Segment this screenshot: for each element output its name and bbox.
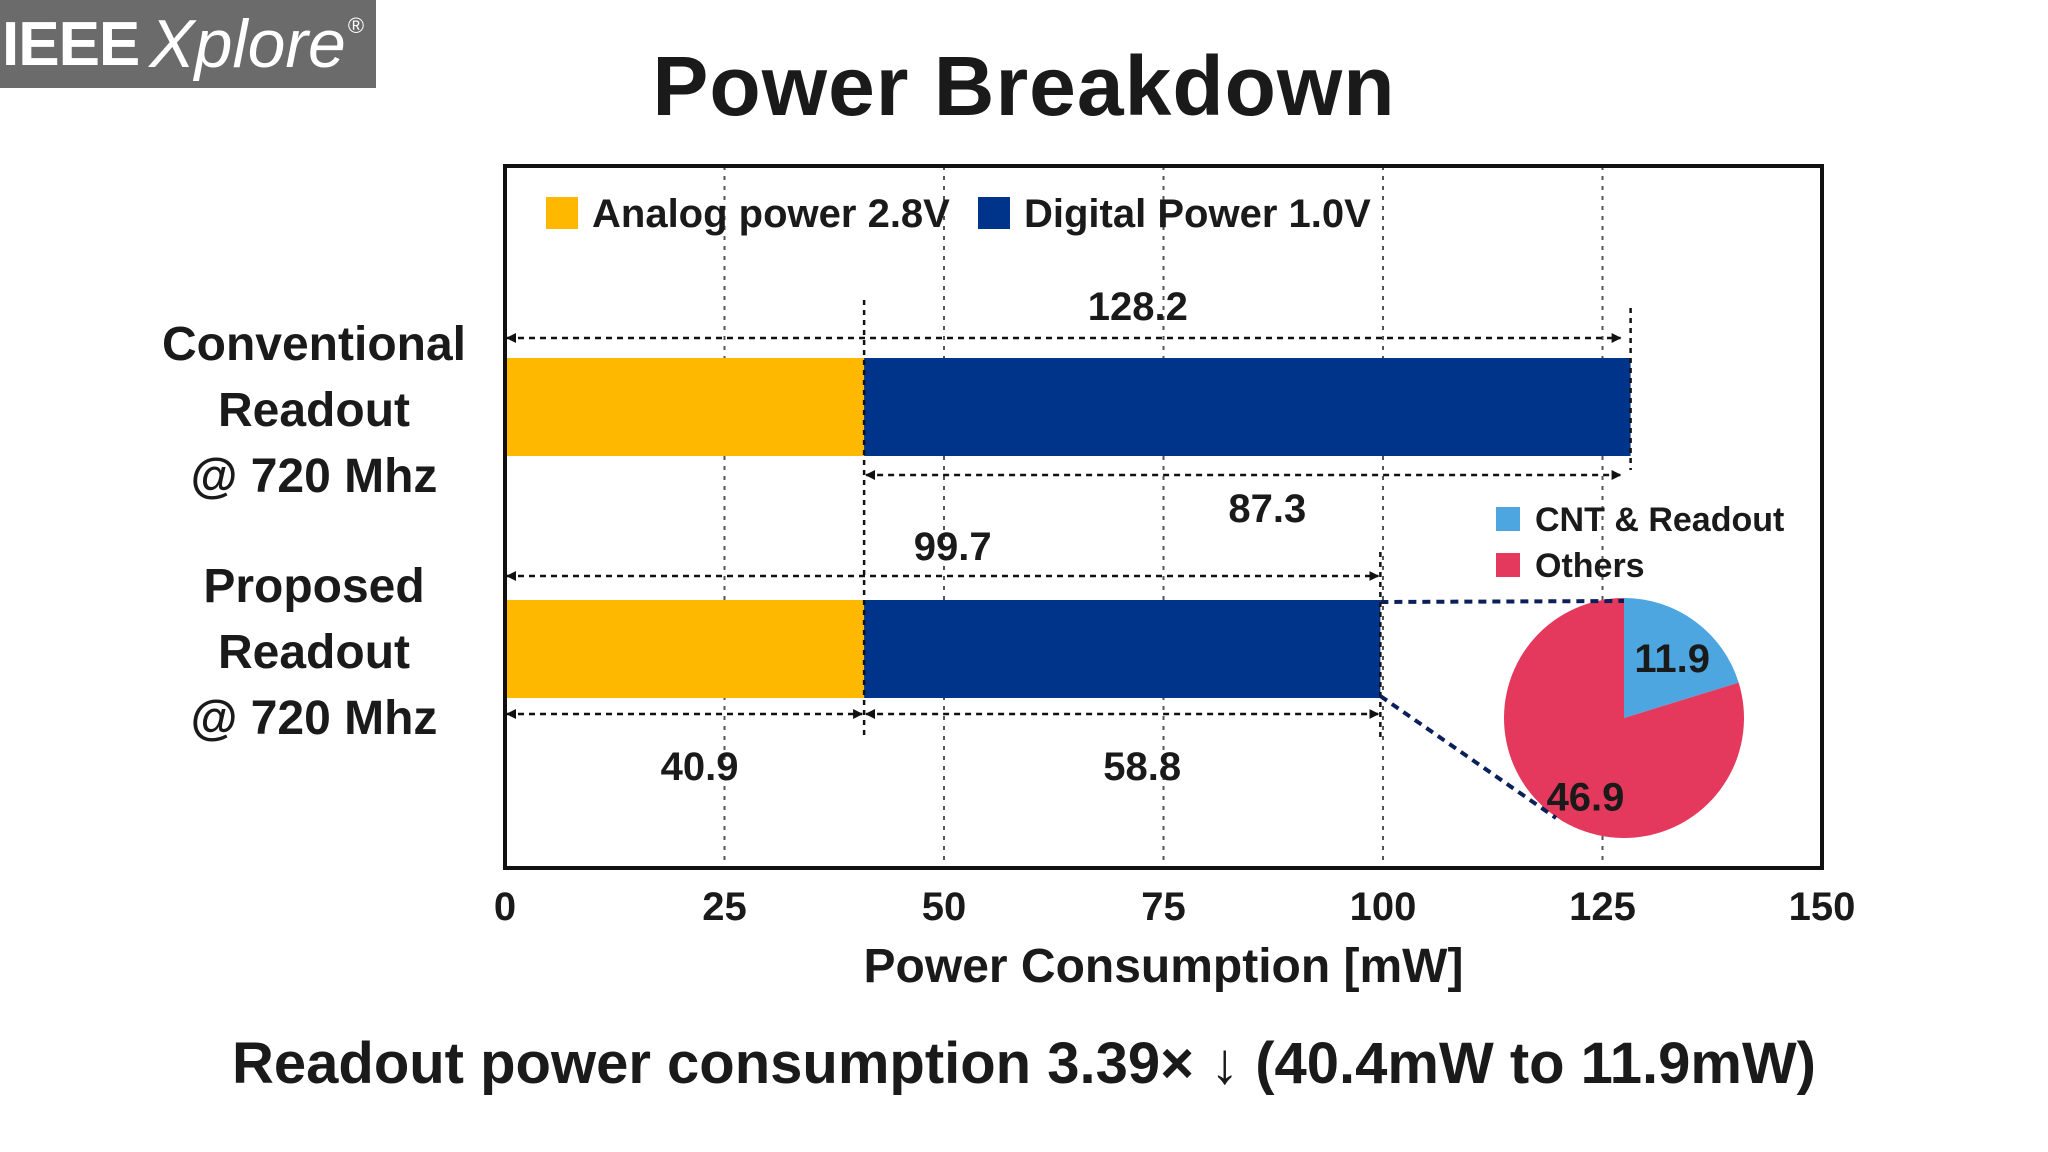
data-label: 128.2: [1088, 285, 1188, 329]
bar: [505, 600, 865, 698]
logo-text-xplore: Xplore: [149, 6, 346, 82]
plot-frame: [503, 164, 1824, 870]
legend-swatch: [546, 197, 578, 229]
page-title: Power Breakdown: [652, 39, 1396, 133]
x-tick-label: 50: [922, 885, 967, 929]
legend-swatch: [978, 197, 1010, 229]
pie-legend-swatch: [1496, 507, 1520, 531]
pie-slice-label: 46.9: [1547, 776, 1625, 820]
bar: [864, 600, 1381, 698]
pie-legend-swatch: [1496, 553, 1520, 577]
pie-connector: [1379, 694, 1558, 820]
pie-connector: [1380, 599, 1625, 604]
category-label-line: Readout: [218, 384, 410, 437]
labels: Analog power 2.8V Digital Power 1.0V Conve…: [162, 192, 1855, 993]
category-label-line: Conventional: [162, 318, 466, 371]
data-label: 40.9: [661, 745, 739, 789]
summary-footer: Readout power consumption 3.39× ↓ (40.4m…: [231, 1031, 1816, 1096]
category-label-line: Readout: [218, 626, 410, 679]
x-axis-title: Power Consumption [mW]: [864, 940, 1464, 993]
category-label: Conventional Readout @ 720 Mhz: [162, 318, 466, 503]
category-label-line: @ 720 Mhz: [191, 692, 438, 745]
data-label: 58.8: [1103, 745, 1181, 789]
data-label: 99.7: [914, 525, 992, 569]
pie-slice: [1504, 598, 1744, 838]
bars: [505, 358, 1631, 698]
category-label-line: Proposed: [203, 560, 424, 613]
category-label: Proposed Readout @ 720 Mhz: [191, 560, 438, 745]
pie-legend-entry: Others: [1535, 547, 1645, 585]
x-tick-label: 100: [1350, 885, 1417, 929]
bar: [864, 358, 1631, 456]
category-label-line: @ 720 Mhz: [191, 450, 438, 503]
x-tick-label: 25: [702, 885, 747, 929]
legend-entry: Analog power 2.8V: [592, 192, 950, 236]
data-label: 87.3: [1228, 487, 1306, 531]
ieee-xplore-logo: IEEE Xplore ®: [0, 0, 376, 88]
pie-slice: [1624, 598, 1739, 718]
legend-entry: Digital Power 1.0V: [1024, 192, 1371, 236]
pie-legend-entry: CNT & Readout: [1535, 501, 1784, 539]
pie-slice-label: 11.9: [1634, 637, 1710, 681]
inset-pie: 11.9 46.9 CNT & Readout Others: [1379, 501, 1784, 838]
x-tick-label: 150: [1789, 885, 1856, 929]
x-tick-label: 125: [1569, 885, 1636, 929]
x-tick-label: 0: [494, 885, 516, 929]
logo-registered-mark: ®: [347, 13, 365, 38]
annotations: 128.2 87.3 99.7 40.9 58.8: [506, 285, 1632, 789]
logo-text-ieee: IEEE: [2, 9, 140, 79]
bar: [505, 358, 865, 456]
grid-lines: [723, 166, 1604, 868]
x-tick-label: 75: [1141, 885, 1186, 929]
